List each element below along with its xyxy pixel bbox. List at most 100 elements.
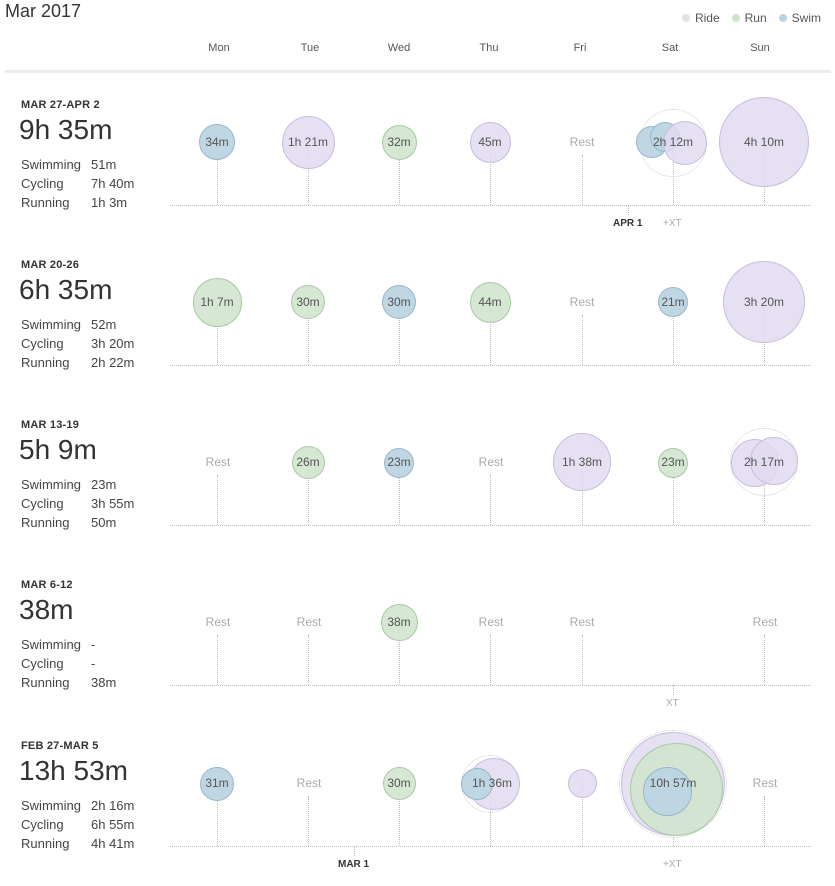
week-range: FEB 27-MAR 5 — [21, 740, 99, 752]
rest-day-label: Rest — [205, 615, 231, 629]
workout-bubble-ride[interactable] — [663, 121, 707, 165]
workout-bubble-ride[interactable] — [568, 769, 597, 798]
workout-bubble-swim[interactable] — [658, 287, 688, 317]
workout-bubble-swim[interactable] — [461, 768, 493, 800]
cycle-value: 7h 40m — [91, 176, 135, 191]
day-header-fri: Fri — [573, 42, 587, 54]
week-breakdown: Swimming 51m Cycling 7h 40m Running 1h 3m — [21, 155, 134, 212]
month-title: Mar 2017 — [5, 1, 82, 21]
day-stem — [308, 635, 309, 685]
legend-item-run[interactable]: Run — [731, 11, 767, 25]
day-stem — [490, 635, 491, 685]
run-label: Running — [21, 195, 70, 210]
day-stem — [399, 462, 400, 525]
cycle-label: Cycling — [21, 336, 64, 351]
rest-day-label: Rest — [478, 615, 504, 629]
day-stem — [582, 315, 583, 365]
workout-duration: 38m — [387, 615, 411, 629]
swim-label: Swimming — [21, 157, 81, 172]
day-stem — [217, 302, 218, 365]
workout-duration: 2h 17m — [743, 455, 785, 469]
ride-dot-icon — [681, 14, 690, 22]
workout-bubble-run[interactable] — [292, 446, 325, 479]
day-header-mon: Mon — [208, 42, 230, 54]
run-value: 2h 22m — [91, 355, 135, 370]
day-stem — [308, 796, 309, 846]
workout-bubble-ride[interactable] — [719, 97, 809, 187]
day-stem — [673, 462, 674, 525]
workout-bubble-swim[interactable] — [200, 767, 234, 801]
workout-duration: 23m — [661, 455, 685, 469]
swim-label: Swimming — [21, 637, 81, 652]
week-range: MAR 13-19 — [21, 419, 80, 431]
swim-value: 52m — [91, 317, 117, 332]
week-breakdown: Swimming 23m Cycling 3h 55m Running 50m — [21, 475, 134, 532]
day-stem — [399, 302, 400, 365]
week-baseline — [170, 846, 811, 847]
week-baseline — [170, 685, 811, 686]
cycle-label: Cycling — [21, 817, 64, 832]
swim-label: Swimming — [21, 798, 81, 813]
week-total: 5h 9m — [19, 434, 97, 465]
workout-bubble-run[interactable] — [193, 278, 242, 327]
workout-bubble-swim[interactable] — [382, 285, 416, 319]
day-stem — [673, 302, 674, 365]
week-total: 38m — [19, 594, 74, 625]
cycle-value: 6h 55m — [91, 817, 135, 832]
rest-day-label: Rest — [205, 455, 231, 469]
week-baseline — [170, 525, 811, 526]
legend: Ride Run Swim — [681, 11, 821, 25]
legend-item-ride[interactable]: Ride — [681, 11, 720, 25]
week-breakdown: Swimming - Cycling - Running 38m — [21, 635, 116, 692]
week-baseline — [170, 205, 811, 206]
swim-label: Swimming — [21, 317, 81, 332]
workout-bubble-ride[interactable] — [470, 122, 511, 163]
workout-bubble-ride[interactable] — [750, 437, 798, 485]
week-total: 6h 35m — [19, 274, 113, 305]
cycle-label: Cycling — [21, 656, 64, 671]
workout-duration: 45m — [478, 135, 502, 149]
day-stem — [399, 783, 400, 846]
workout-bubble-run[interactable] — [658, 448, 688, 478]
legend-item-swim[interactable]: Swim — [778, 11, 821, 25]
workout-duration: 30m — [296, 295, 320, 309]
day-stem — [490, 142, 491, 205]
cycle-value: 3h 20m — [91, 336, 135, 351]
swim-label: Swimming — [21, 477, 81, 492]
rest-day-label: Rest — [296, 776, 322, 790]
week-baseline — [170, 365, 811, 366]
workout-bubble-run[interactable] — [383, 767, 416, 800]
run-label: Running — [21, 675, 70, 690]
legend-label-ride: Ride — [694, 11, 720, 25]
workout-bubble-swim[interactable] — [199, 124, 235, 160]
cycle-value: 3h 55m — [91, 496, 135, 511]
week-breakdown: Swimming 2h 16m Cycling 6h 55m Running 4h 4… — [21, 796, 134, 853]
run-label: Running — [21, 355, 70, 370]
workout-bubble-swim[interactable] — [643, 767, 692, 816]
run-label: Running — [21, 836, 70, 851]
day-stem — [582, 155, 583, 205]
workout-duration: 31m — [205, 776, 229, 790]
workout-bubble-swim[interactable] — [384, 448, 414, 478]
day-stem — [764, 796, 765, 846]
xt-indicator: +XT — [663, 218, 682, 229]
cycle-label: Cycling — [21, 496, 64, 511]
workout-bubble-run[interactable] — [381, 604, 418, 641]
run-label: Running — [21, 515, 70, 530]
day-header-tue: Tue — [300, 42, 320, 54]
week-total: 13h 53m — [19, 755, 128, 786]
workout-bubble-ride[interactable] — [553, 433, 611, 491]
legend-label-run: Run — [744, 11, 767, 25]
workout-duration: 3h 20m — [743, 295, 785, 309]
workout-bubble-ride[interactable] — [723, 261, 805, 343]
workout-bubble-run[interactable] — [382, 125, 417, 160]
workout-duration: 1h 7m — [200, 295, 234, 309]
workout-bubble-ride[interactable] — [282, 116, 335, 169]
workout-duration: 1h 36m — [471, 776, 513, 790]
day-stem — [217, 475, 218, 525]
workout-bubble-run[interactable] — [470, 282, 511, 323]
week-breakdown: Swimming 52m Cycling 3h 20m Running 2h 22m — [21, 315, 134, 372]
workout-bubble-run[interactable] — [291, 285, 325, 319]
day-stem — [354, 846, 355, 856]
day-stem — [308, 302, 309, 365]
